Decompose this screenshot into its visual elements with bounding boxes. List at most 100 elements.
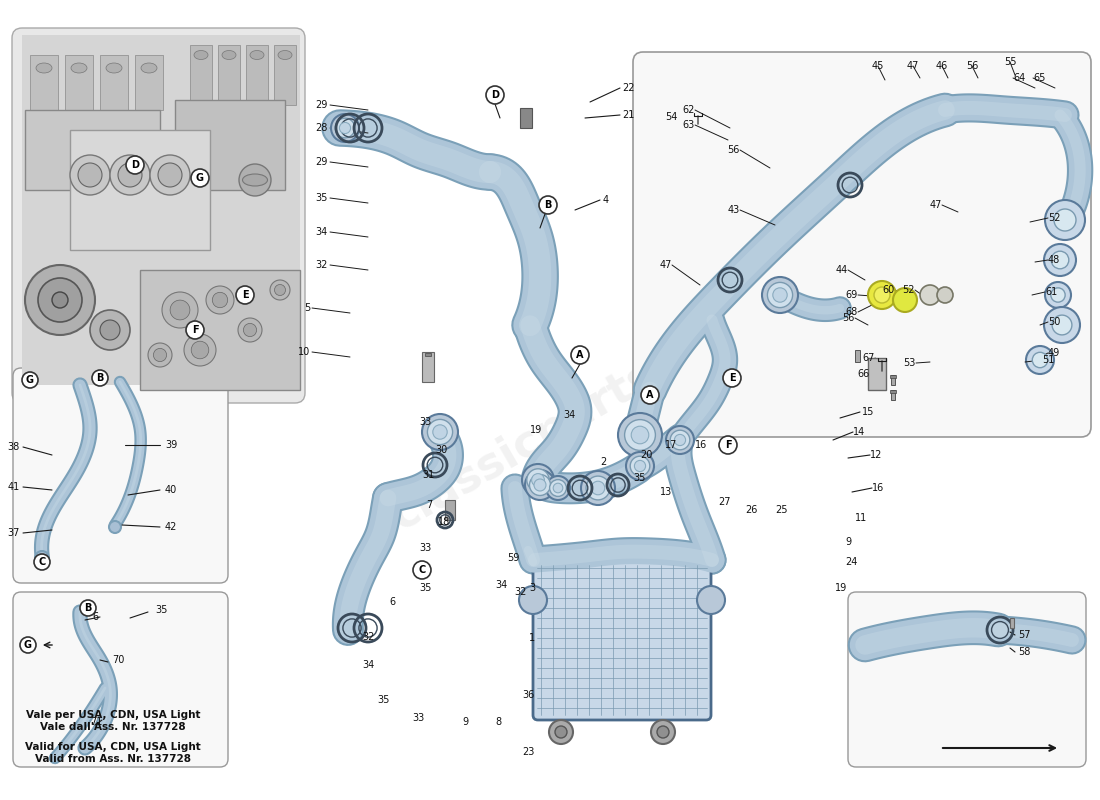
Circle shape xyxy=(1044,307,1080,343)
Bar xyxy=(422,352,435,382)
Text: 2: 2 xyxy=(600,457,606,467)
Text: 56: 56 xyxy=(966,61,978,71)
Circle shape xyxy=(525,470,556,500)
Circle shape xyxy=(868,281,896,309)
Text: 13: 13 xyxy=(660,487,672,497)
Bar xyxy=(135,55,163,110)
Text: 34: 34 xyxy=(316,227,328,237)
Bar xyxy=(246,45,268,105)
Text: B: B xyxy=(544,200,552,210)
Text: 4: 4 xyxy=(603,195,609,205)
Text: 59: 59 xyxy=(507,553,520,563)
Circle shape xyxy=(1050,288,1065,302)
FancyBboxPatch shape xyxy=(12,28,305,403)
Circle shape xyxy=(631,426,649,444)
Text: D: D xyxy=(491,90,499,100)
Circle shape xyxy=(549,720,573,744)
Circle shape xyxy=(486,86,504,104)
Text: 26: 26 xyxy=(745,505,758,515)
Text: E: E xyxy=(242,290,249,300)
FancyBboxPatch shape xyxy=(13,368,228,583)
Circle shape xyxy=(553,483,563,493)
Ellipse shape xyxy=(222,50,236,59)
Circle shape xyxy=(581,471,615,505)
Text: 43: 43 xyxy=(728,205,740,215)
Circle shape xyxy=(428,419,452,445)
Bar xyxy=(175,100,285,190)
Bar xyxy=(70,130,210,250)
FancyBboxPatch shape xyxy=(13,592,228,767)
Circle shape xyxy=(522,464,554,496)
Text: 27: 27 xyxy=(718,497,730,507)
Text: 51: 51 xyxy=(1042,355,1055,365)
Text: 63: 63 xyxy=(683,120,695,130)
Text: 35: 35 xyxy=(155,605,167,615)
Text: 19: 19 xyxy=(835,583,847,593)
Text: 9: 9 xyxy=(845,537,851,547)
Circle shape xyxy=(674,434,685,446)
Bar xyxy=(30,55,58,110)
Text: 28: 28 xyxy=(316,123,328,133)
Text: 16: 16 xyxy=(695,440,707,450)
Circle shape xyxy=(412,561,431,579)
Ellipse shape xyxy=(141,63,157,73)
Circle shape xyxy=(184,334,216,366)
Text: 23: 23 xyxy=(522,747,535,757)
Bar xyxy=(425,353,431,356)
Text: 33: 33 xyxy=(420,417,432,427)
Text: 9: 9 xyxy=(462,717,469,727)
Text: 54: 54 xyxy=(666,112,678,122)
Circle shape xyxy=(630,456,650,476)
Circle shape xyxy=(635,460,646,472)
Circle shape xyxy=(534,479,546,491)
Text: 32: 32 xyxy=(515,587,527,597)
Text: 10: 10 xyxy=(298,347,310,357)
Text: 44: 44 xyxy=(836,265,848,275)
Circle shape xyxy=(586,476,609,500)
Circle shape xyxy=(571,346,588,364)
Circle shape xyxy=(1052,251,1069,269)
Text: 53: 53 xyxy=(903,358,916,368)
Bar xyxy=(890,390,896,393)
Bar xyxy=(868,358,886,390)
Circle shape xyxy=(1045,200,1085,240)
Bar xyxy=(1010,618,1014,628)
Circle shape xyxy=(670,430,690,450)
Text: 65: 65 xyxy=(1033,73,1045,83)
Circle shape xyxy=(109,521,121,533)
Text: 66: 66 xyxy=(858,369,870,379)
Circle shape xyxy=(432,425,448,439)
Bar xyxy=(25,110,160,190)
Circle shape xyxy=(531,474,544,486)
Text: 31: 31 xyxy=(422,470,435,480)
Circle shape xyxy=(239,164,271,196)
Text: 18: 18 xyxy=(438,517,450,527)
Text: 35: 35 xyxy=(316,193,328,203)
Circle shape xyxy=(641,386,659,404)
Bar xyxy=(140,270,300,390)
Text: A: A xyxy=(576,350,584,360)
Circle shape xyxy=(719,436,737,454)
Circle shape xyxy=(150,155,190,195)
Ellipse shape xyxy=(36,63,52,73)
Bar xyxy=(855,350,860,362)
Circle shape xyxy=(1052,315,1071,335)
Text: G: G xyxy=(24,640,32,650)
Text: 22: 22 xyxy=(621,83,635,93)
Circle shape xyxy=(874,287,890,303)
Circle shape xyxy=(1026,346,1054,374)
Text: 47: 47 xyxy=(660,260,672,270)
Circle shape xyxy=(340,122,351,134)
Text: 33: 33 xyxy=(412,713,425,723)
Text: 34: 34 xyxy=(563,410,575,420)
Ellipse shape xyxy=(242,174,267,186)
Text: F: F xyxy=(725,440,732,450)
Text: 50: 50 xyxy=(1048,317,1060,327)
Text: 32: 32 xyxy=(316,260,328,270)
Circle shape xyxy=(937,287,953,303)
Circle shape xyxy=(236,286,254,304)
Circle shape xyxy=(162,292,198,328)
Text: 69: 69 xyxy=(846,290,858,300)
Text: A: A xyxy=(647,390,653,400)
Text: 39: 39 xyxy=(165,440,177,450)
